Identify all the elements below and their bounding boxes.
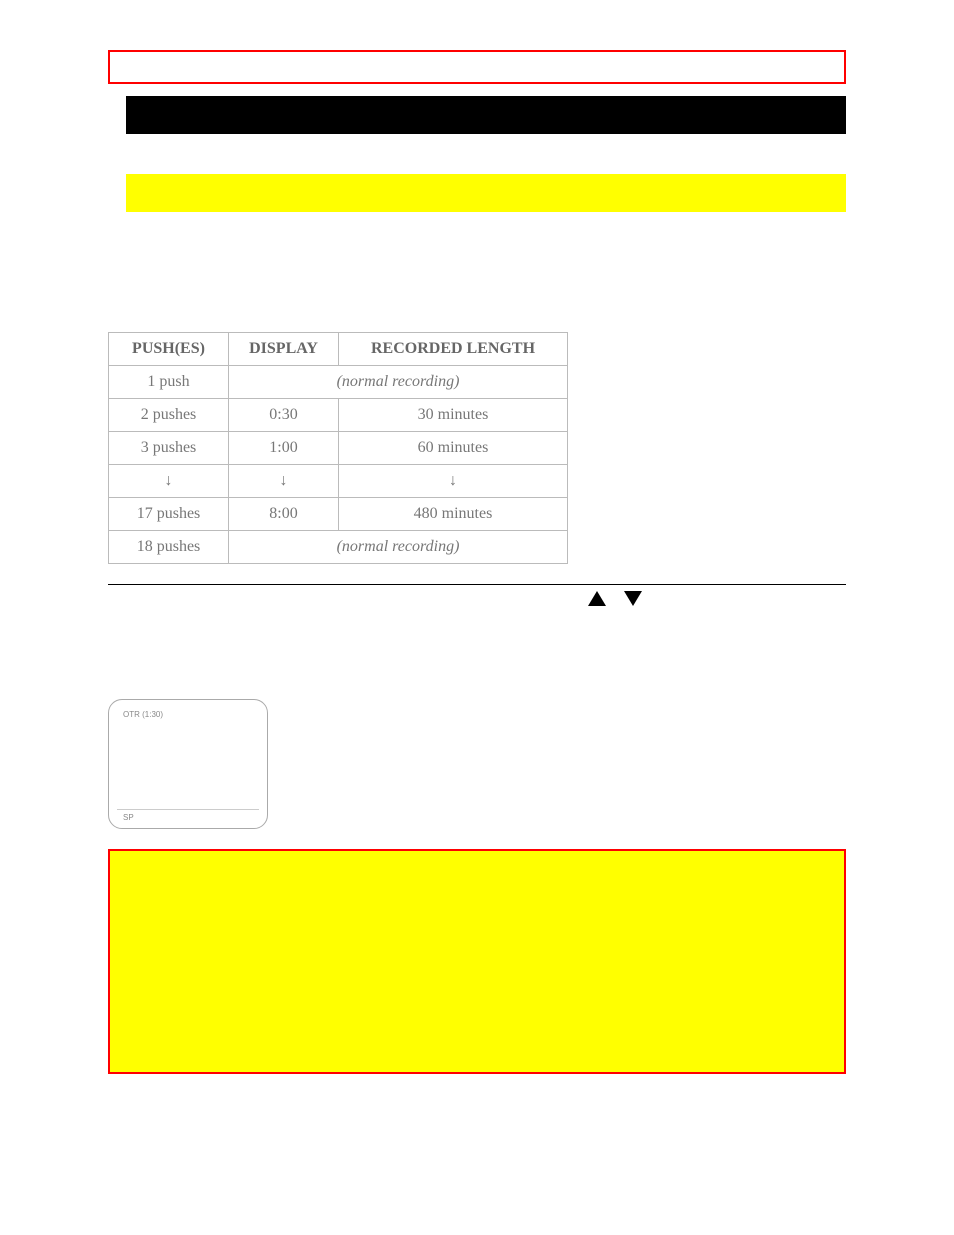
tv-screen-diagram: OTR (1:30) SP <box>108 699 268 829</box>
up-down-icons <box>588 591 642 606</box>
cell-merged: (normal recording) <box>229 366 568 399</box>
triangle-row <box>108 591 846 611</box>
cell-display: 8:00 <box>229 498 339 531</box>
cell-pushes: 18 pushes <box>109 531 229 564</box>
divider-line <box>108 584 846 585</box>
cell-pushes: 17 pushes <box>109 498 229 531</box>
cell-recorded: 480 minutes <box>339 498 568 531</box>
triangle-up-icon <box>588 591 606 606</box>
table-header-row: PUSH(ES) DISPLAY RECORDED LENGTH <box>109 333 568 366</box>
screen-baseline <box>117 809 259 810</box>
spacer <box>108 212 846 332</box>
header-pushes: PUSH(ES) <box>109 333 229 366</box>
header-recorded: RECORDED LENGTH <box>339 333 568 366</box>
table-row: 17 pushes 8:00 480 minutes <box>109 498 568 531</box>
yellow-banner <box>126 174 846 212</box>
table-row: ↓ ↓ ↓ <box>109 465 568 498</box>
cell-display: 1:00 <box>229 432 339 465</box>
table-row: 3 pushes 1:00 60 minutes <box>109 432 568 465</box>
cell-pushes: 2 pushes <box>109 399 229 432</box>
cell-recorded: 60 minutes <box>339 432 568 465</box>
screen-otr-label: OTR (1:30) <box>123 710 163 719</box>
black-banner <box>126 96 846 134</box>
screen-sp-label: SP <box>123 813 134 822</box>
cell-arrow: ↓ <box>229 465 339 498</box>
cell-recorded: 30 minutes <box>339 399 568 432</box>
otr-table-container: PUSH(ES) DISPLAY RECORDED LENGTH 1 push … <box>108 332 846 564</box>
cell-pushes: 3 pushes <box>109 432 229 465</box>
cell-arrow: ↓ <box>339 465 568 498</box>
table-row: 1 push (normal recording) <box>109 366 568 399</box>
cell-display: 0:30 <box>229 399 339 432</box>
cell-arrow: ↓ <box>109 465 229 498</box>
yellow-notes-panel <box>108 849 846 1074</box>
table-row: 2 pushes 0:30 30 minutes <box>109 399 568 432</box>
otr-table: PUSH(ES) DISPLAY RECORDED LENGTH 1 push … <box>108 332 568 564</box>
title-outline-box <box>108 50 846 84</box>
document-page: PUSH(ES) DISPLAY RECORDED LENGTH 1 push … <box>108 50 846 1074</box>
table-row: 18 pushes (normal recording) <box>109 531 568 564</box>
cell-pushes: 1 push <box>109 366 229 399</box>
triangle-down-icon <box>624 591 642 606</box>
header-display: DISPLAY <box>229 333 339 366</box>
cell-merged: (normal recording) <box>229 531 568 564</box>
